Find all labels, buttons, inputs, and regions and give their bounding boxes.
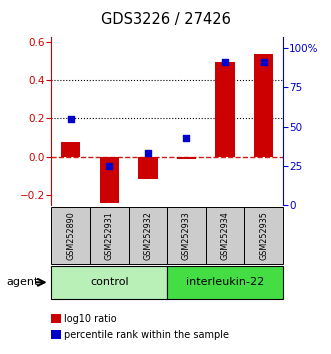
Text: control: control (90, 277, 128, 287)
Text: interleukin-22: interleukin-22 (186, 277, 264, 287)
Text: percentile rank within the sample: percentile rank within the sample (64, 330, 229, 339)
Bar (138, 156, 158, 178)
Point (107, 163, 112, 169)
Text: GSM252933: GSM252933 (182, 211, 191, 260)
Bar (177, 156, 196, 159)
Text: agent: agent (7, 277, 39, 287)
Text: GSM252935: GSM252935 (259, 211, 268, 260)
Text: GSM252932: GSM252932 (143, 211, 152, 260)
Text: GSM252931: GSM252931 (105, 211, 114, 260)
Bar (215, 62, 235, 156)
Point (184, 135, 189, 141)
Point (222, 59, 228, 65)
Bar (61, 142, 80, 156)
Text: log10 ratio: log10 ratio (64, 314, 117, 324)
Point (68, 116, 73, 122)
Point (261, 59, 266, 65)
Point (145, 151, 151, 156)
Bar (100, 156, 119, 204)
Text: GSM252890: GSM252890 (66, 211, 75, 260)
Text: GSM252934: GSM252934 (220, 211, 230, 260)
Bar (254, 55, 273, 156)
Text: GDS3226 / 27426: GDS3226 / 27426 (101, 12, 230, 27)
